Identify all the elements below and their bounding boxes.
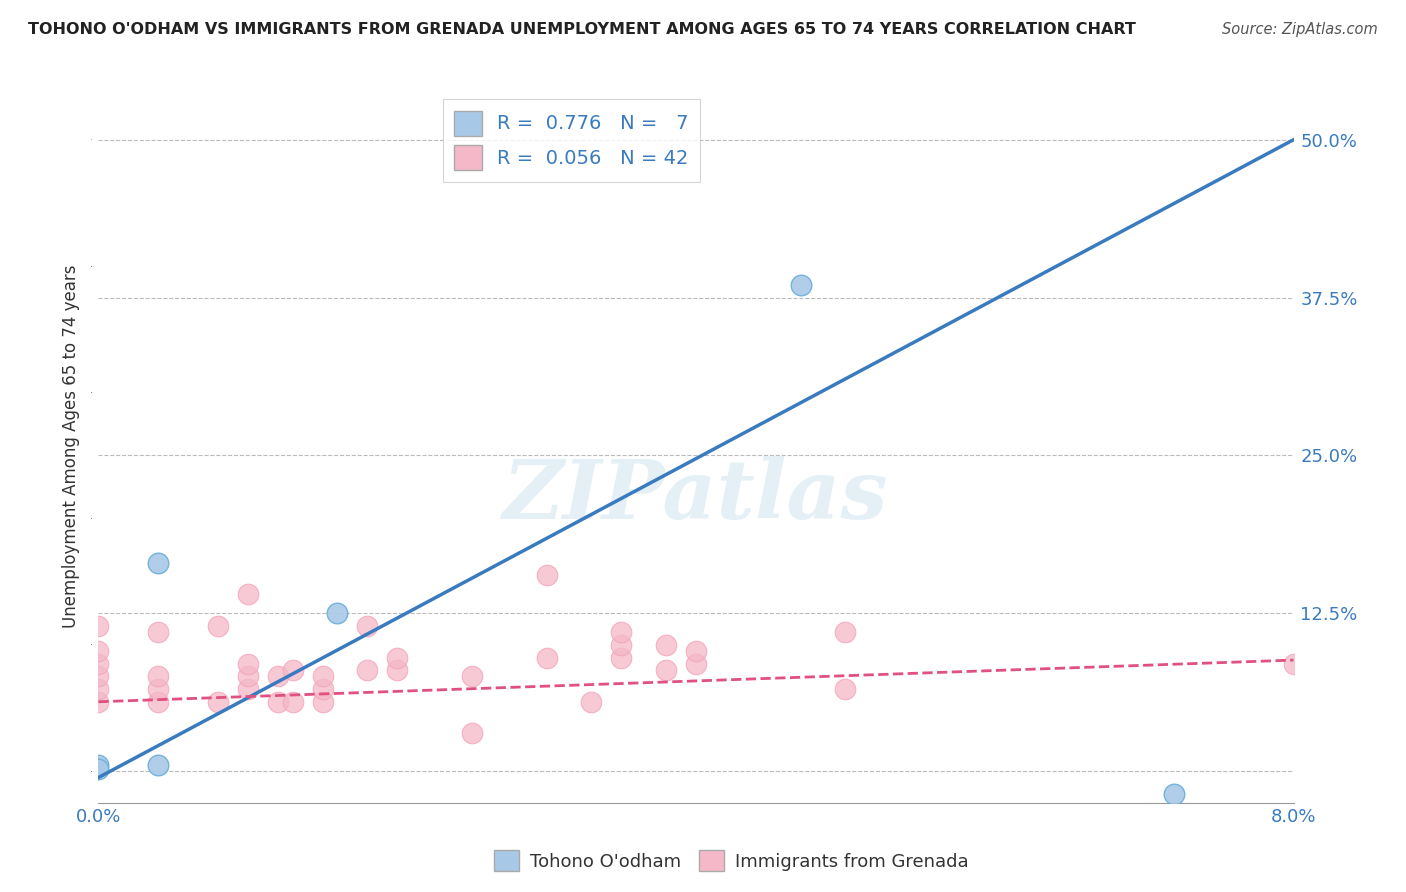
Point [311, 682, 333, 697]
Point [87, 682, 110, 697]
Point [281, 695, 304, 709]
Point [87, 762, 110, 776]
Point [148, 758, 170, 772]
Point [610, 638, 633, 652]
Point [834, 625, 856, 640]
Point [236, 669, 259, 683]
Point [610, 625, 633, 640]
Point [207, 619, 229, 633]
Text: ZIPatlas: ZIPatlas [503, 456, 889, 536]
Point [326, 607, 349, 621]
Point [655, 638, 678, 652]
Point [789, 277, 811, 292]
Text: Source: ZipAtlas.com: Source: ZipAtlas.com [1222, 22, 1378, 37]
Point [87, 695, 110, 709]
Point [236, 657, 259, 671]
Point [581, 695, 603, 709]
Point [148, 695, 170, 709]
Point [87, 758, 110, 772]
Point [87, 657, 110, 671]
Point [685, 657, 707, 671]
Point [536, 650, 558, 665]
Point [461, 726, 484, 740]
Point [1282, 657, 1305, 671]
Point [685, 644, 707, 658]
Text: TOHONO O'ODHAM VS IMMIGRANTS FROM GRENADA UNEMPLOYMENT AMONG AGES 65 TO 74 YEARS: TOHONO O'ODHAM VS IMMIGRANTS FROM GRENAD… [28, 22, 1136, 37]
Point [207, 695, 229, 709]
Legend: Tohono O'odham, Immigrants from Grenada: Tohono O'odham, Immigrants from Grenada [486, 843, 976, 879]
Point [356, 663, 378, 677]
Point [267, 695, 290, 709]
Point [311, 695, 333, 709]
Point [87, 619, 110, 633]
Point [148, 625, 170, 640]
Point [1163, 787, 1185, 801]
Point [87, 669, 110, 683]
Legend: R =  0.776   N =   7, R =  0.056   N = 42: R = 0.776 N = 7, R = 0.056 N = 42 [443, 99, 700, 182]
Point [148, 556, 170, 570]
Point [148, 682, 170, 697]
Point [236, 587, 259, 601]
Point [385, 650, 409, 665]
Point [655, 663, 678, 677]
Point [834, 682, 856, 697]
Point [536, 568, 558, 582]
Point [385, 663, 409, 677]
Point [148, 669, 170, 683]
Point [87, 644, 110, 658]
Point [236, 682, 259, 697]
Point [267, 669, 290, 683]
Point [610, 650, 633, 665]
Point [281, 663, 304, 677]
Point [461, 669, 484, 683]
Point [356, 619, 378, 633]
Y-axis label: Unemployment Among Ages 65 to 74 years: Unemployment Among Ages 65 to 74 years [62, 264, 80, 628]
Point [311, 669, 333, 683]
